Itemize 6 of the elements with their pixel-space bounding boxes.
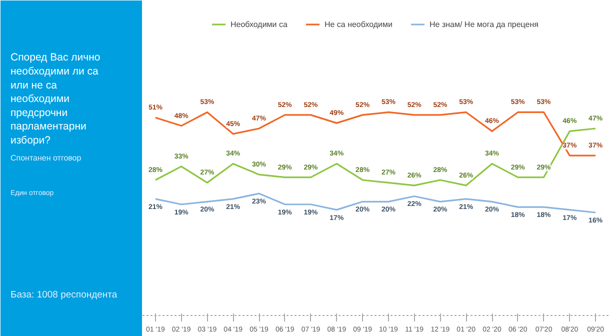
legend-label: Не са необходими xyxy=(324,20,392,28)
text: База: 1008 респондента xyxy=(10,290,118,301)
text: Според Вас лично необходими ли са или не са необходими предсрочни парламентарни избори? xyxy=(10,52,100,147)
legend-label: Необходими са xyxy=(230,20,288,28)
legend-label: Не знам/ Не мога да преценя xyxy=(429,20,539,28)
text: Спонтанен отговор xyxy=(10,154,82,163)
